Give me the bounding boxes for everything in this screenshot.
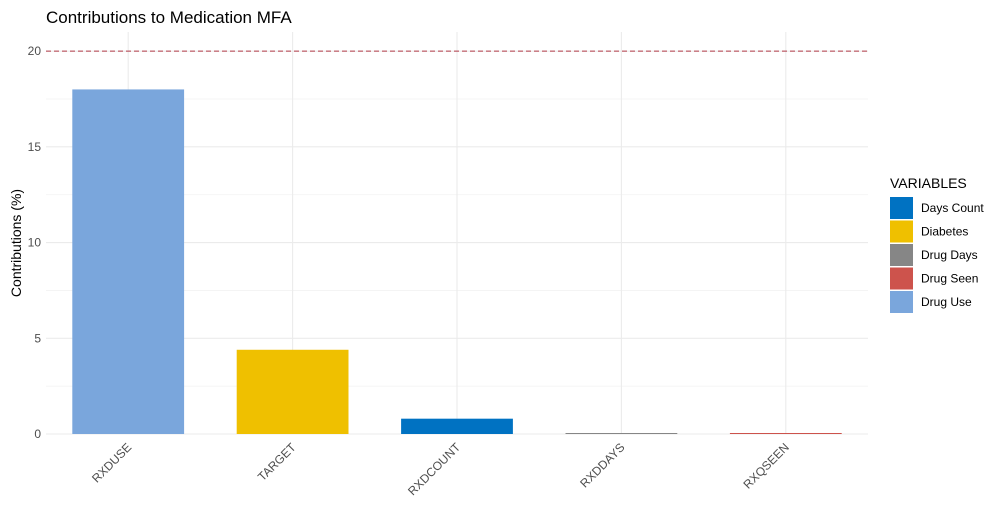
legend-label: Days Count xyxy=(921,201,984,215)
legend-label: Drug Seen xyxy=(921,272,978,286)
plot-area: 0 5 10 15 20 RXDUSE TARGET RXDCOUNT RXDDAYS RXQSE… xyxy=(28,32,868,498)
legend-title: VARIABLES xyxy=(890,175,967,191)
legend-key-drug-days xyxy=(890,244,913,266)
x-tick-label: RXQSEEN xyxy=(741,440,792,491)
legend-key-drug-seen xyxy=(890,267,913,290)
bar-rxddays xyxy=(565,433,678,434)
legend-key-diabetes xyxy=(890,220,913,243)
y-tick-label: 15 xyxy=(28,140,42,154)
bar-target xyxy=(236,349,349,434)
bar-rxdcount xyxy=(401,418,513,434)
legend-key-days-count xyxy=(890,197,913,219)
legend-label: Diabetes xyxy=(921,225,968,239)
y-tick-label: 20 xyxy=(28,44,42,58)
y-tick-label: 5 xyxy=(34,331,41,345)
x-tick-label: RXDDAYS xyxy=(577,440,627,490)
legend-label: Drug Days xyxy=(921,248,978,262)
y-tick-label: 0 xyxy=(34,427,41,441)
legend-key-drug-use xyxy=(890,291,913,313)
bar-rxqseen xyxy=(729,433,842,434)
legend: VARIABLES Days Count Diabetes Drug Days Dru… xyxy=(890,175,984,313)
x-tick-label: TARGET xyxy=(255,440,299,484)
legend-label: Drug Use xyxy=(921,295,972,309)
y-tick-label: 10 xyxy=(28,236,42,250)
chart-title: Contributions to Medication MFA xyxy=(46,8,292,27)
bar-rxduse xyxy=(72,89,185,434)
y-axis-label: Contributions (%) xyxy=(8,189,24,297)
x-tick-label: RXDUSE xyxy=(89,440,134,485)
x-tick-label: RXDCOUNT xyxy=(405,440,463,498)
